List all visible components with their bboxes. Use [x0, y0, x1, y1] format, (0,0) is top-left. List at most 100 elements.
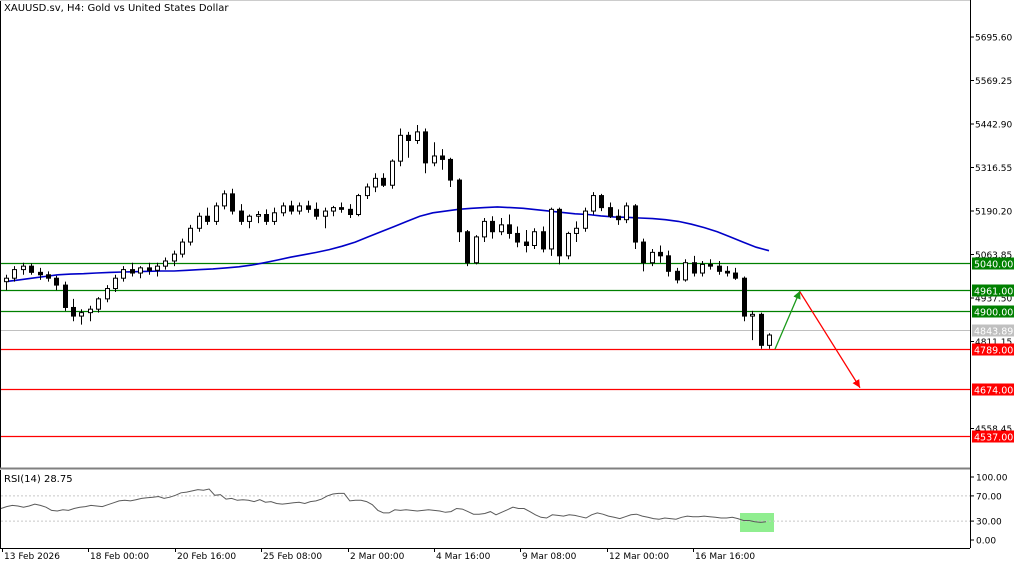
price-tick-label: 4558.45: [975, 425, 1012, 435]
bullish-candle: [172, 253, 177, 262]
bullish-candle: [499, 224, 504, 233]
rsi-levels: [1, 495, 970, 522]
time-tick-label: 4 Mar 16:00: [436, 552, 491, 562]
bearish-candle: [381, 177, 386, 186]
bearish-candle: [63, 284, 68, 308]
bearish-candle: [616, 215, 621, 221]
bullish-candle: [197, 215, 202, 229]
bearish-candle: [448, 158, 453, 181]
bullish-candle: [624, 205, 629, 221]
price-tick-label: 4937.50: [975, 295, 1012, 305]
up-arrow-icon: [774, 290, 801, 350]
level-tag: [972, 324, 1014, 337]
bearish-candle: [541, 231, 546, 250]
bearish-candle: [599, 195, 604, 209]
level-tag: [972, 305, 1014, 318]
bearish-candle: [54, 277, 59, 286]
level-tag: [972, 383, 1014, 396]
time-axis: 13 Feb 2026 18 Feb 00:00 20 Feb 16:00 25 Fe…: [2, 548, 755, 562]
bearish-candle: [717, 265, 722, 272]
bullish-candle: [398, 134, 403, 162]
bearish-candle: [264, 214, 269, 222]
bearish-candle: [658, 251, 663, 257]
bullish-candle: [767, 334, 772, 346]
level-tag-label: 4961.00: [974, 287, 1013, 298]
bullish-candle: [583, 210, 588, 229]
bearish-candle: [46, 274, 51, 279]
rsi-tick-label: 100.00: [976, 474, 1008, 484]
bullish-candle: [281, 205, 286, 214]
rsi-oversold-highlight: [740, 513, 774, 532]
bearish-candle: [608, 207, 613, 217]
bearish-candle: [708, 263, 713, 267]
bullish-candle: [323, 210, 328, 217]
bullish-candle: [96, 298, 101, 310]
time-tick-label: 9 Mar 08:00: [522, 552, 577, 562]
bullish-candle: [121, 269, 126, 279]
level-tag: [972, 343, 1014, 356]
bullish-candle: [138, 267, 143, 274]
bullish-candle: [331, 207, 336, 212]
bearish-candle: [239, 210, 244, 222]
chart-title: XAUUSD.sv, H4: Gold vs United States Dol…: [4, 3, 229, 14]
price-tick-label: 4811.15: [975, 338, 1012, 348]
bullish-candle: [356, 195, 361, 216]
bullish-candle: [373, 177, 378, 188]
bullish-candle: [415, 131, 420, 141]
time-tick-label: 20 Feb 16:00: [177, 552, 236, 562]
rsi-polyline: [0, 488, 767, 523]
bullish-candle: [549, 208, 554, 250]
bearish-candle: [692, 262, 697, 274]
bearish-candle: [742, 277, 747, 317]
candlestick-series: [4, 124, 772, 349]
bearish-candle: [557, 208, 562, 257]
bullish-candle: [365, 186, 370, 197]
bullish-candle: [188, 227, 193, 243]
level-tag-label: 4789.00: [974, 346, 1013, 357]
bearish-candle: [29, 265, 34, 273]
bullish-candle: [390, 160, 395, 186]
level-tag-label: 4537.00: [974, 433, 1013, 444]
bearish-candle: [314, 208, 319, 217]
bearish-candle: [289, 205, 294, 212]
bearish-candle: [507, 224, 512, 234]
bearish-candle: [633, 205, 638, 243]
bearish-candle: [205, 215, 210, 222]
bearish-candle: [406, 134, 411, 141]
down-arrow-icon: [799, 291, 861, 389]
projection-arrows: [774, 290, 861, 389]
bearish-candle: [339, 207, 344, 210]
bullish-candle: [4, 277, 9, 283]
level-price-tags: 5040.00 4961.00 4900.00 4843.89 4789.00 4674.…: [972, 257, 1014, 444]
bearish-candle: [725, 270, 730, 274]
bearish-candle: [515, 232, 520, 243]
bullish-candle: [574, 227, 579, 234]
bearish-candle: [675, 270, 680, 281]
time-tick-label: 2 Mar 00:00: [350, 552, 405, 562]
ma-polyline: [5, 206, 770, 283]
bullish-candle: [566, 232, 571, 257]
bullish-candle: [272, 212, 277, 222]
bearish-candle: [71, 306, 76, 317]
bullish-candle: [88, 308, 93, 314]
level-tag: [972, 257, 1014, 270]
bearish-candle: [130, 269, 135, 274]
level-tag: [972, 284, 1014, 297]
bullish-candle: [532, 231, 537, 246]
bullish-candle: [113, 277, 118, 290]
main-price-panel: [0, 0, 971, 548]
bullish-candle: [163, 260, 168, 267]
bearish-candle: [457, 179, 462, 233]
bearish-candle: [38, 271, 43, 276]
time-tick-label: 18 Feb 00:00: [90, 552, 149, 562]
price-tick-label: 5316.55: [975, 164, 1012, 174]
rsi-tick-label: 70.00: [976, 492, 1002, 502]
price-tick-label: 5190.20: [975, 208, 1012, 218]
bullish-candle: [482, 220, 487, 238]
bearish-candle: [465, 231, 470, 264]
bullish-candle: [222, 193, 227, 207]
bullish-candle: [432, 155, 437, 164]
bullish-candle: [683, 262, 688, 281]
bearish-candle: [733, 272, 738, 279]
